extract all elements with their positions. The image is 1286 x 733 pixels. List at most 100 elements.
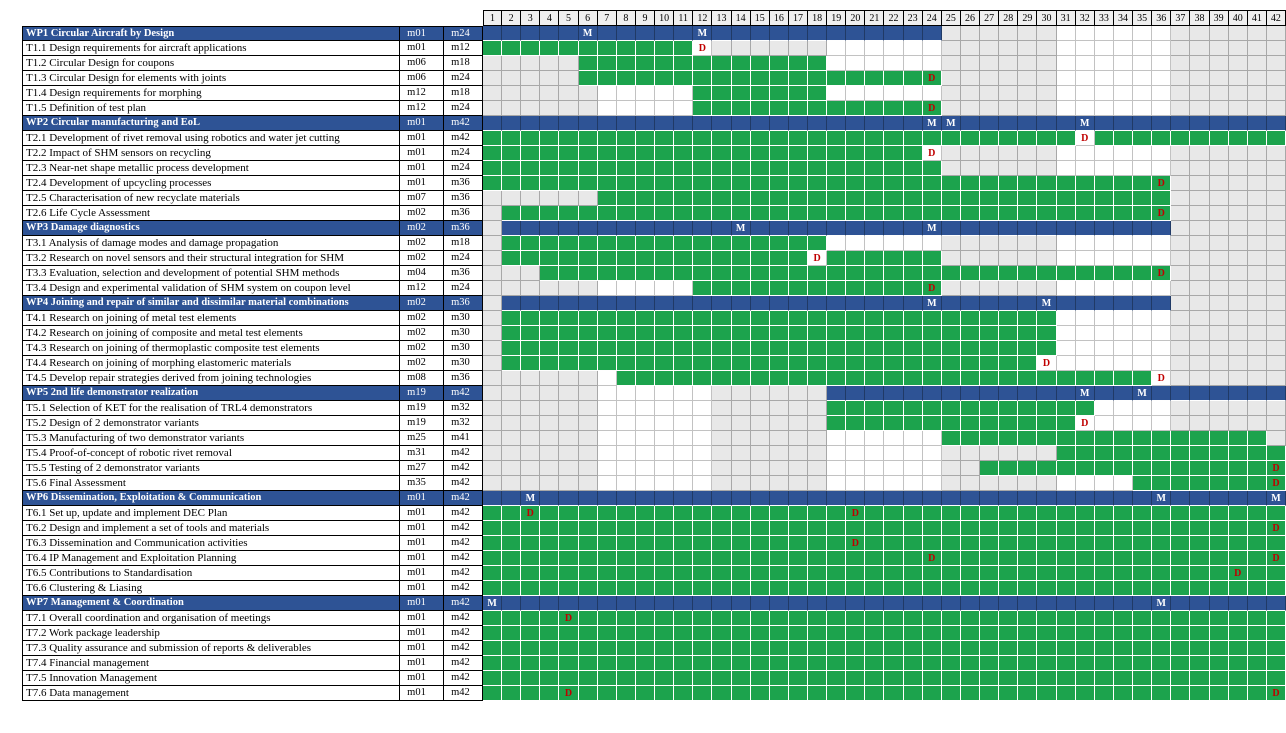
gantt-cell	[1228, 161, 1248, 176]
gantt-cell	[769, 101, 789, 116]
task-title: T6.2 Design and implement a set of tools…	[23, 521, 401, 536]
gantt-cell	[1037, 596, 1057, 611]
gantt-cell	[1094, 56, 1114, 71]
gantt-cell	[1075, 446, 1095, 461]
gantt-cell	[597, 116, 617, 131]
gantt-cell	[1056, 551, 1076, 566]
gantt-cell	[846, 611, 866, 626]
gantt-cell	[1171, 191, 1191, 206]
gantt-cell	[884, 551, 904, 566]
start-month: m01	[400, 551, 445, 566]
start-month: m01	[400, 146, 445, 161]
gantt-cell	[635, 491, 656, 506]
gantt-cell	[693, 251, 713, 266]
gantt-cell	[731, 686, 751, 701]
gantt-cell	[941, 41, 961, 56]
gantt-cell	[750, 656, 770, 671]
gantt-cell	[674, 86, 694, 101]
gantt-cell	[808, 41, 828, 56]
gantt-cell	[1266, 251, 1286, 266]
gantt-cell	[788, 476, 809, 491]
gantt-cell	[502, 281, 522, 296]
gantt-cell	[1266, 71, 1286, 86]
gantt-cell	[1133, 611, 1153, 626]
gantt-cell	[1209, 386, 1229, 401]
gantt-cell	[540, 326, 560, 341]
gantt-cell	[1190, 686, 1210, 701]
gantt-cell	[980, 221, 1000, 236]
task-label-cell: T7.1 Overall coordination and organisati…	[22, 611, 484, 626]
gantt-cell	[693, 176, 713, 191]
gantt-cell	[1037, 506, 1057, 521]
gantt-cell	[1228, 356, 1248, 371]
gantt-cell	[712, 26, 732, 41]
gantt-cell	[502, 236, 522, 251]
gantt-cell	[1247, 146, 1267, 161]
gantt-cell	[1247, 656, 1267, 671]
gantt-cell	[1152, 41, 1172, 56]
gantt-cell	[960, 71, 981, 86]
month-header-cell: 2	[502, 10, 522, 26]
gantt-cell	[922, 611, 942, 626]
gantt-cell	[1228, 41, 1248, 56]
gantt-cell	[1247, 371, 1267, 386]
gantt-cell	[941, 356, 961, 371]
gantt-cell	[1133, 116, 1153, 131]
gantt-cell: D	[922, 71, 942, 86]
gantt-cell	[1113, 161, 1134, 176]
gantt-cell	[769, 581, 789, 596]
gantt-cell	[769, 521, 789, 536]
gantt-cell	[597, 131, 617, 146]
gantt-cell: D	[922, 281, 942, 296]
gantt-cell	[1190, 266, 1210, 281]
gantt-row-T1.4: T1.4 Design requirements for morphing m12…	[22, 86, 1286, 101]
gantt-cell	[1113, 461, 1134, 476]
gantt-cell	[712, 236, 732, 251]
gantt-bar-track: D	[483, 71, 1286, 86]
gantt-cell	[483, 41, 503, 56]
gantt-cell	[1171, 671, 1191, 686]
gantt-cell: M	[1075, 386, 1095, 401]
gantt-cell	[559, 446, 579, 461]
gantt-cell	[1113, 281, 1134, 296]
gantt-cell	[559, 371, 579, 386]
task-title: T6.3 Dissemination and Communication act…	[23, 536, 401, 551]
gantt-cell	[922, 626, 942, 641]
gantt-cell	[502, 491, 522, 506]
gantt-cell	[1266, 626, 1286, 641]
task-label-cell: T6.6 Clustering & Liasing m01 m42	[22, 581, 484, 596]
gantt-cell	[846, 131, 866, 146]
gantt-cell	[655, 176, 675, 191]
gantt-cell	[1171, 551, 1191, 566]
gantt-cell	[788, 386, 809, 401]
gantt-cell	[1266, 656, 1286, 671]
gantt-cell	[903, 101, 923, 116]
gantt-cell	[712, 506, 732, 521]
gantt-cell	[1056, 491, 1076, 506]
gantt-cell	[483, 491, 503, 506]
gantt-cell	[521, 551, 541, 566]
gantt-cell	[827, 686, 847, 701]
gantt-cell	[1056, 671, 1076, 686]
gantt-cell	[578, 491, 598, 506]
gantt-cell	[808, 401, 828, 416]
gantt-cell	[635, 266, 656, 281]
gantt-cell	[1037, 671, 1057, 686]
gantt-cell	[750, 191, 770, 206]
task-label-cell: T1.4 Design requirements for morphing m12…	[22, 86, 484, 101]
gantt-cell	[616, 86, 636, 101]
gantt-cell	[999, 386, 1019, 401]
gantt-cell	[1037, 86, 1057, 101]
gantt-cell	[635, 431, 656, 446]
gantt-cell	[827, 671, 847, 686]
gantt-cell	[578, 506, 598, 521]
gantt-cell	[846, 461, 866, 476]
deliverable-marker: D	[928, 72, 936, 84]
gantt-cell: M	[731, 221, 751, 236]
gantt-cell	[540, 116, 560, 131]
gantt-cell	[1056, 626, 1076, 641]
gantt-cell	[1209, 206, 1229, 221]
gantt-cell	[999, 641, 1019, 656]
gantt-cell	[922, 251, 942, 266]
